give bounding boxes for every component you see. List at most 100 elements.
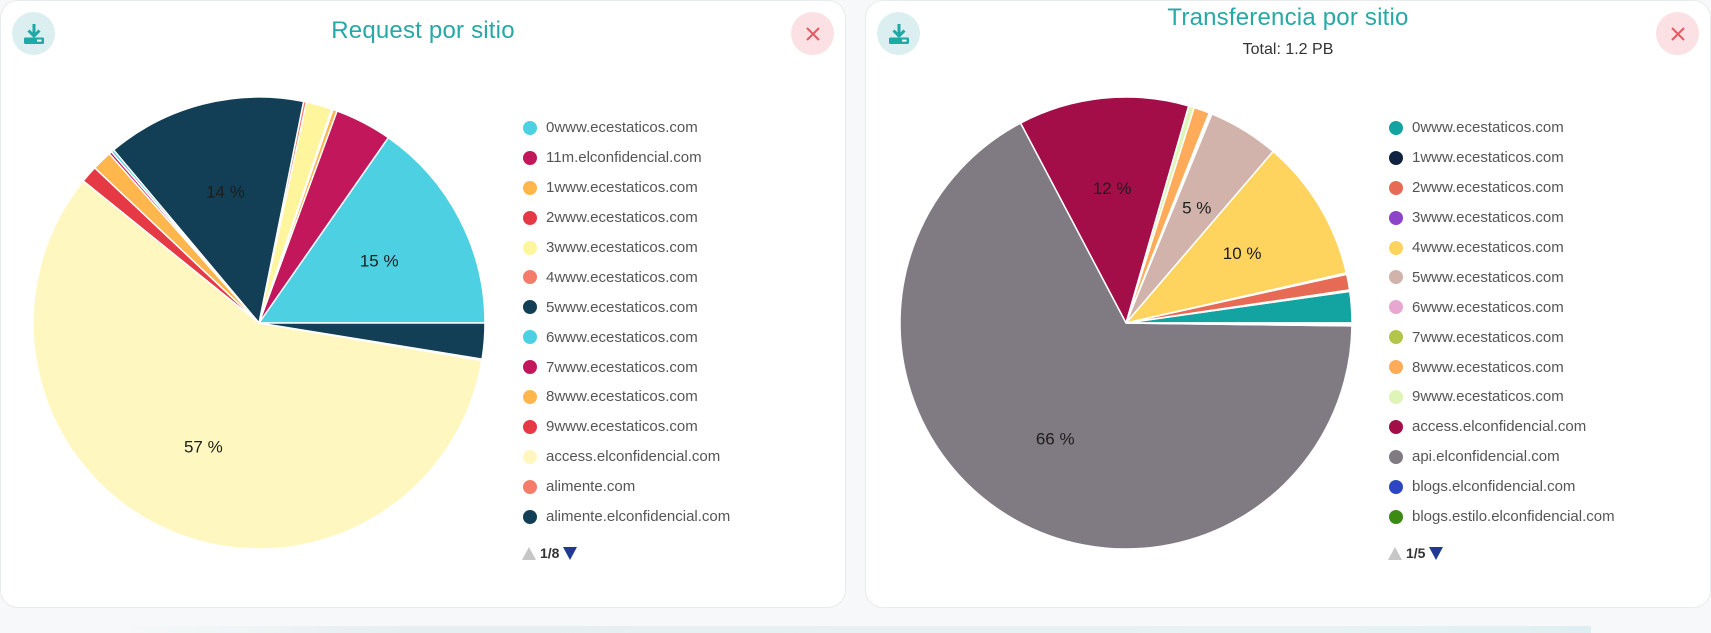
legend-swatch — [523, 479, 537, 494]
legend-item[interactable]: 2www.ecestaticos.com — [523, 203, 730, 233]
legend-label: 1www.ecestaticos.com — [546, 179, 698, 197]
pie-slice[interactable] — [1019, 96, 1190, 325]
legend-item[interactable]: 0www.ecestaticos.com — [1389, 113, 1615, 143]
legend-label: access.elconfidencial.com — [546, 448, 721, 466]
legend-item[interactable]: 5www.ecestaticos.com — [523, 292, 730, 322]
legend-swatch — [1389, 389, 1403, 404]
legend-item[interactable]: blogs.elconfidencial.com — [1389, 472, 1615, 502]
legend-item[interactable]: access.elconfidencial.com — [523, 442, 730, 472]
request-por-sitio-card: Request por sitio 15 % 14 % 57 % 0www.eces… — [0, 0, 846, 608]
legend-item[interactable]: 4www.ecestaticos.com — [523, 262, 730, 292]
legend-label: 3www.ecestaticos.com — [1412, 209, 1564, 227]
legend-item[interactable]: 0www.ecestaticos.com — [523, 113, 730, 143]
pager-text: 1/5 — [1406, 545, 1426, 561]
legend-item[interactable]: blogs.estilo.elconfidencial.com — [1389, 502, 1615, 532]
pie-slice[interactable] — [899, 122, 1353, 550]
legend-label: 0www.ecestaticos.com — [1412, 119, 1564, 137]
legend-label: 7www.ecestaticos.com — [546, 358, 698, 376]
legend-item[interactable]: 8www.ecestaticos.com — [523, 382, 730, 412]
legend-pager: 1/8 — [522, 545, 578, 561]
download-button[interactable] — [877, 12, 920, 55]
slice-data-label: 10 % — [1223, 244, 1262, 263]
legend-item[interactable]: 7www.ecestaticos.com — [1389, 322, 1615, 352]
pager-up-icon[interactable] — [522, 546, 536, 560]
legend-swatch — [1389, 270, 1403, 285]
download-icon — [23, 23, 44, 44]
legend-item[interactable]: 6www.ecestaticos.com — [1389, 292, 1615, 322]
bottom-strip — [120, 626, 1591, 633]
pie-slice[interactable] — [1123, 150, 1348, 325]
legend-item[interactable]: alimente.com — [523, 472, 730, 502]
legend-pager: 1/5 — [1388, 545, 1444, 561]
close-button[interactable] — [1656, 12, 1699, 55]
legend-label: 4www.ecestaticos.com — [546, 268, 698, 286]
legend-swatch — [523, 509, 537, 524]
slice-data-label: 5 % — [1182, 198, 1211, 217]
legend-swatch — [523, 449, 537, 464]
legend-swatch — [523, 360, 537, 375]
slice-data-label: 12 % — [1093, 179, 1132, 198]
pie-chart: 15 % 14 % 57 % — [32, 96, 486, 550]
pager-down-icon[interactable] — [1429, 546, 1444, 560]
legend-swatch — [1389, 330, 1403, 345]
legend-item[interactable]: 8www.ecestaticos.com — [1389, 352, 1615, 382]
legend-label: 6www.ecestaticos.com — [1412, 298, 1564, 316]
legend-label: 8www.ecestaticos.com — [546, 388, 698, 406]
legend-item[interactable]: 3www.ecestaticos.com — [1389, 203, 1615, 233]
pie-slice[interactable] — [257, 136, 486, 324]
legend-item[interactable]: 2www.ecestaticos.com — [1389, 173, 1615, 203]
legend-label: alimente.com — [546, 478, 636, 496]
legend-label: 2www.ecestaticos.com — [1412, 179, 1564, 197]
legend-item[interactable]: 4www.ecestaticos.com — [1389, 233, 1615, 263]
chart-subtitle: Total: 1.2 PB — [1242, 41, 1334, 58]
chart-title: Request por sitio — [331, 17, 515, 44]
legend-item[interactable]: 1www.ecestaticos.com — [523, 173, 730, 203]
legend-label: 7www.ecestaticos.com — [1412, 328, 1564, 346]
legend-item[interactable]: alimente.elconfidencial.com — [523, 502, 730, 532]
legend-swatch — [523, 150, 537, 165]
legend-label: 5www.ecestaticos.com — [546, 298, 698, 316]
download-icon — [888, 23, 909, 44]
legend-item[interactable]: 3www.ecestaticos.com — [523, 233, 730, 263]
legend-label: 9www.ecestaticos.com — [546, 418, 698, 436]
legend-item[interactable]: 9www.ecestaticos.com — [523, 412, 730, 442]
legend-swatch — [523, 240, 537, 255]
chart-title: Transferencia por sitio — [1167, 4, 1409, 31]
pager-up-icon[interactable] — [1388, 546, 1402, 560]
legend-swatch — [1389, 360, 1403, 375]
legend-label: 3www.ecestaticos.com — [546, 239, 698, 256]
legend-item[interactable]: 11m.elconfidencial.com — [523, 143, 730, 173]
pie-slice[interactable] — [112, 96, 305, 325]
download-button[interactable] — [12, 12, 55, 55]
pie-slice[interactable] — [32, 179, 483, 550]
legend: 0www.ecestaticos.com 11m.elconfidencial.c… — [523, 119, 730, 541]
legend-item[interactable]: 7www.ecestaticos.com — [523, 352, 730, 382]
legend-swatch — [523, 419, 537, 434]
legend-item[interactable]: 5www.ecestaticos.com — [1389, 262, 1615, 292]
legend-label: 6www.ecestaticos.com — [546, 328, 698, 346]
legend-label: access.elconfidencial.com — [1412, 418, 1587, 436]
legend-swatch — [1389, 180, 1403, 195]
legend-label: 4www.ecestaticos.com — [1412, 239, 1564, 256]
legend-label: 11m.elconfidencial.com — [546, 149, 702, 167]
legend-item[interactable]: api.elconfidencial.com — [1389, 442, 1615, 472]
slice-data-label: 15 % — [360, 251, 399, 270]
close-icon — [1670, 26, 1685, 41]
pager-down-icon[interactable] — [563, 546, 578, 560]
pie-chart: 10 % 5 % 12 % 66 % — [899, 96, 1353, 550]
legend-swatch — [1389, 449, 1403, 464]
legend-swatch — [1389, 150, 1403, 165]
pie-slice[interactable] — [258, 322, 486, 360]
legend-label: 8www.ecestaticos.com — [1412, 358, 1564, 376]
legend-item[interactable]: 1www.ecestaticos.com — [1389, 143, 1615, 173]
legend: 0www.ecestaticos.com 1www.ecestaticos.com… — [1389, 119, 1615, 541]
legend-label: alimente.elconfidencial.com — [546, 508, 731, 526]
legend-item[interactable]: access.elconfidencial.com — [1389, 412, 1615, 442]
pager-text: 1/8 — [540, 545, 560, 561]
close-button[interactable] — [791, 12, 834, 55]
pie-slice[interactable] — [1125, 322, 1353, 326]
legend-swatch — [523, 120, 537, 135]
legend-item[interactable]: 6www.ecestaticos.com — [523, 322, 730, 352]
legend-label: 1www.ecestaticos.com — [1412, 149, 1564, 167]
legend-item[interactable]: 9www.ecestaticos.com — [1389, 382, 1615, 412]
